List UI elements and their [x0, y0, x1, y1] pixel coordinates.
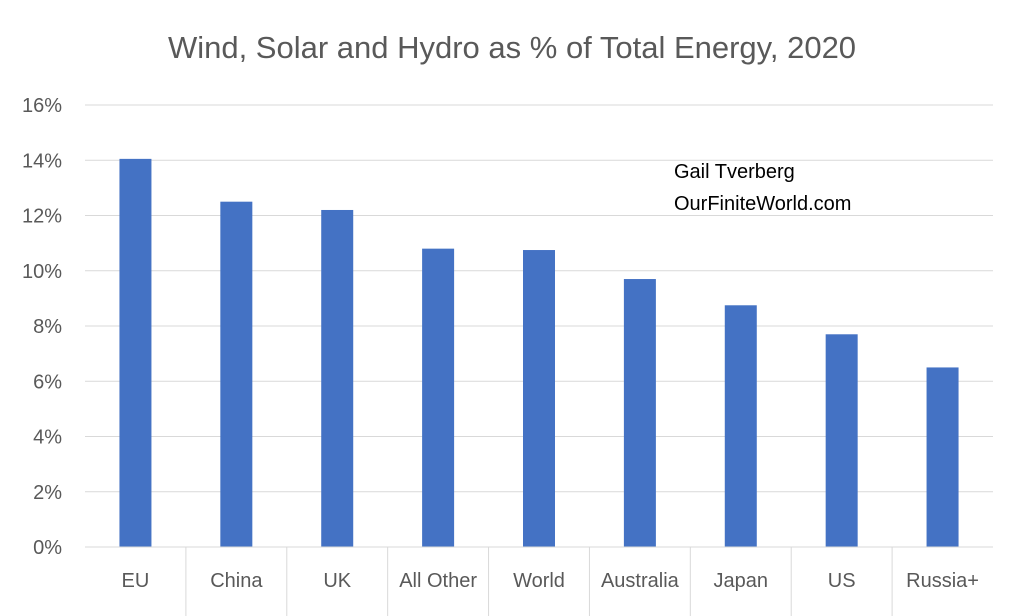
annotation-site: OurFiniteWorld.com	[674, 193, 851, 215]
bar	[825, 334, 858, 547]
y-tick-label: 8%	[33, 316, 62, 338]
x-category-label: EU	[122, 570, 150, 592]
y-tick-label: 10%	[22, 261, 62, 283]
x-category-label: All Other	[399, 570, 477, 592]
bar	[220, 201, 253, 547]
bar	[422, 248, 455, 547]
y-tick-label: 0%	[33, 537, 62, 559]
bar	[926, 367, 959, 547]
y-tick-label: 4%	[33, 427, 62, 449]
y-tick-label: 14%	[22, 150, 62, 172]
y-tick-label: 2%	[33, 482, 62, 504]
x-category-label: US	[828, 570, 856, 592]
bar	[623, 279, 656, 547]
annotation-author: Gail Tverberg	[674, 161, 795, 183]
bar	[119, 158, 152, 547]
y-tick-label: 6%	[33, 371, 62, 393]
chart-title: Wind, Solar and Hydro as % of Total Ener…	[168, 30, 856, 65]
y-tick-label: 16%	[22, 95, 62, 117]
x-category-label: Japan	[714, 570, 769, 592]
x-category-label: UK	[323, 570, 351, 592]
x-axis-categories: EU China UK All Other World Australia Japan US R…	[122, 547, 979, 616]
x-category-label: China	[210, 570, 263, 592]
x-category-label: World	[513, 570, 565, 592]
x-category-label: Australia	[601, 570, 680, 592]
y-tick-label: 12%	[22, 206, 62, 228]
bars	[119, 158, 959, 547]
bar	[321, 209, 354, 547]
source-annotation: Gail Tverberg OurFiniteWorld.com	[674, 161, 851, 215]
x-category-label: Russia+	[906, 570, 979, 592]
bar	[724, 305, 757, 547]
bar	[523, 250, 555, 547]
y-axis-ticks: 0% 2% 4% 6% 8% 10% 12% 14% 16%	[22, 95, 62, 559]
